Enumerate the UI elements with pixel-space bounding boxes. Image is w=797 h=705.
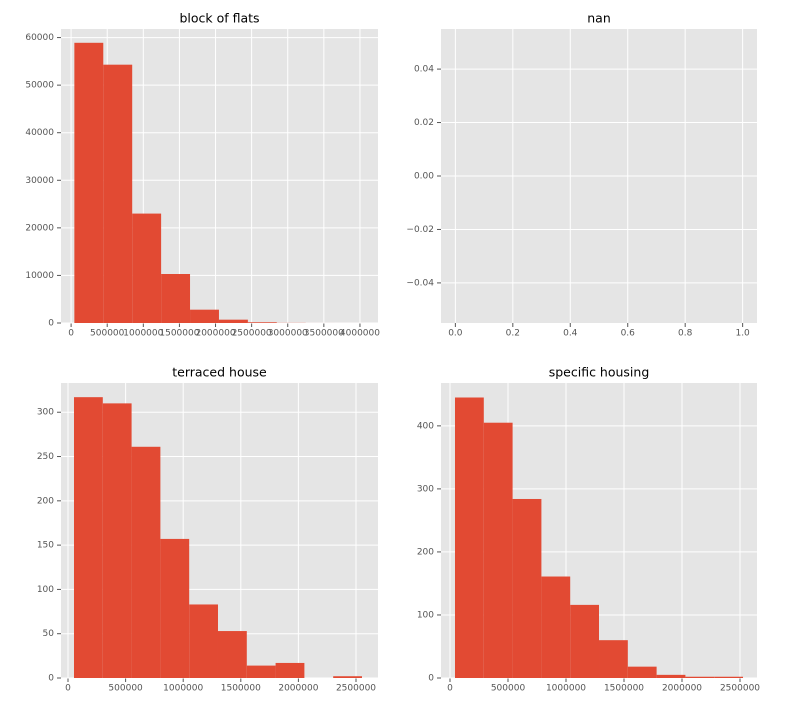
y-tick-label: 40000 (25, 128, 54, 138)
y-tick-label: 100 (417, 610, 434, 620)
bar (218, 319, 248, 323)
y-tick-label: −0.04 (406, 278, 434, 288)
x-tick-label: 1500000 (159, 329, 199, 339)
y-tick-label: 60000 (25, 33, 54, 43)
bar (714, 676, 744, 678)
bar (73, 397, 103, 678)
x-tick-label: 3500000 (304, 329, 344, 339)
x-tick-label: 500000 (491, 684, 526, 694)
x-tick-label: 1.0 (735, 329, 750, 339)
bar (333, 676, 362, 678)
y-tick-label: 0 (48, 319, 54, 329)
y-tick-label: 250 (37, 452, 54, 462)
x-tick-label: 1000000 (123, 329, 163, 339)
x-tick-label: 2000000 (195, 329, 235, 339)
bar (541, 576, 571, 678)
bar (656, 674, 686, 678)
y-tick-label: 0 (48, 674, 54, 684)
x-tick-label: 4000000 (340, 329, 380, 339)
x-tick-label: 2000000 (662, 684, 702, 694)
y-tick-label: 0.04 (414, 65, 434, 75)
x-tick-label: 3000000 (268, 329, 308, 339)
y-tick-label: 100 (37, 585, 54, 595)
bar (247, 322, 277, 323)
x-tick-label: 500000 (108, 684, 143, 694)
bar (454, 397, 484, 678)
x-tick-label: 0 (68, 329, 74, 339)
bar (627, 666, 657, 678)
bar (275, 662, 305, 678)
bar (189, 604, 218, 678)
subplot-title: block of flats (179, 11, 259, 26)
subplot-title: specific housing (549, 365, 650, 380)
y-tick-label: 400 (417, 421, 434, 431)
y-tick-label: 50 (43, 629, 55, 639)
bar (512, 498, 542, 678)
x-tick-label: 1000000 (546, 684, 586, 694)
bar (74, 42, 104, 324)
y-tick-label: 0.00 (414, 172, 434, 182)
bar (102, 403, 132, 678)
bar (599, 640, 628, 678)
y-tick-label: 300 (417, 484, 434, 494)
bar (483, 422, 513, 678)
subplot-title: terraced house (172, 365, 267, 380)
y-tick-label: 300 (37, 408, 54, 418)
bar (160, 538, 190, 678)
y-tick-label: 20000 (25, 223, 54, 233)
bar (570, 604, 600, 678)
bar (161, 274, 191, 323)
y-tick-label: 150 (37, 541, 54, 551)
x-tick-label: 2500000 (720, 684, 760, 694)
bar (132, 213, 162, 323)
x-tick-label: 1000000 (163, 684, 203, 694)
bar (685, 676, 715, 678)
x-tick-label: 0.8 (678, 329, 693, 339)
y-tick-label: 200 (417, 547, 434, 557)
x-tick-label: 0.6 (621, 329, 636, 339)
y-tick-label: 200 (37, 496, 54, 506)
y-tick-label: −0.02 (406, 225, 434, 235)
x-tick-label: 1500000 (221, 684, 261, 694)
x-tick-label: 0 (447, 684, 453, 694)
x-tick-label: 0.0 (448, 329, 463, 339)
y-tick-label: 0.02 (414, 118, 434, 128)
y-tick-label: 10000 (25, 271, 54, 281)
x-tick-label: 500000 (90, 329, 125, 339)
x-tick-label: 2000000 (278, 684, 318, 694)
bar (246, 665, 276, 678)
x-tick-label: 2500000 (336, 684, 376, 694)
bar (131, 446, 161, 678)
bar (190, 309, 219, 323)
y-tick-label: 0 (428, 674, 434, 684)
x-tick-label: 0.2 (506, 329, 520, 339)
y-tick-label: 30000 (25, 176, 54, 186)
y-tick-label: 50000 (25, 81, 54, 91)
x-tick-label: 2500000 (232, 329, 272, 339)
x-tick-label: 0.4 (563, 329, 578, 339)
bar (217, 631, 247, 678)
x-tick-label: 1500000 (604, 684, 644, 694)
bar (103, 64, 133, 323)
x-tick-label: 0 (65, 684, 71, 694)
subplot-title: nan (587, 11, 611, 26)
